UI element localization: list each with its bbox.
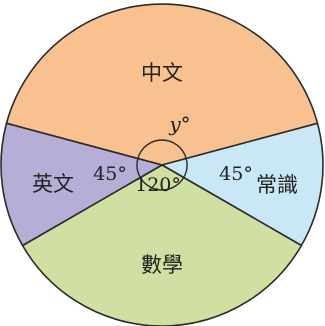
angle-arc-english	[136, 158, 141, 178]
angle-label-general-studies: 45°	[219, 163, 253, 185]
label-mathematics: 數學	[141, 253, 183, 277]
angle-arc-chinese	[137, 139, 187, 159]
angle-label-english: 45°	[93, 163, 127, 185]
label-general-studies: 常識	[256, 173, 298, 197]
slice-english	[0, 122, 163, 247]
slice-general-studies	[161, 122, 324, 247]
angle-label-chinese: y°	[168, 112, 190, 136]
slice-chinese	[5, 3, 319, 166]
angle-arc-general-studies	[183, 158, 188, 178]
label-english: 英文	[32, 172, 74, 196]
angle-label-mathematics: 120°	[135, 174, 181, 196]
label-chinese: 中文	[141, 61, 183, 85]
angle-arc-mathematics	[139, 177, 185, 191]
